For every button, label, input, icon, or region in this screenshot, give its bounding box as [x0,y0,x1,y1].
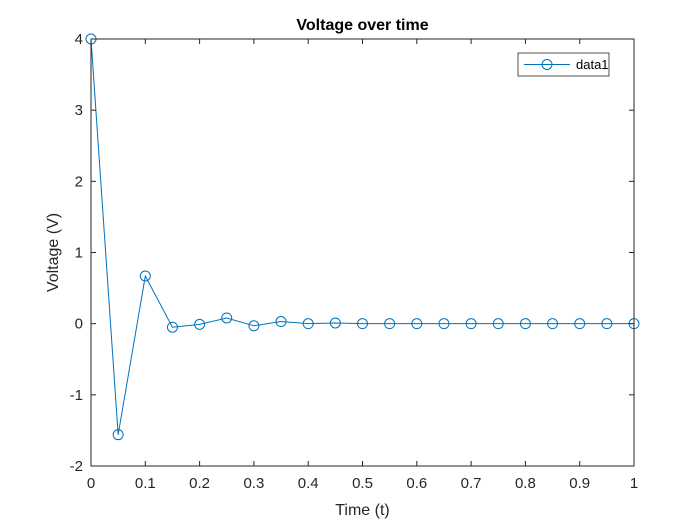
chart-title: Voltage over time [296,17,428,34]
x-tick-label: 0.8 [515,475,536,492]
x-tick-label: 0.3 [243,475,264,492]
x-tick-label: 0.4 [298,475,319,492]
x-tick-label: 0.7 [461,475,482,492]
data-point[interactable] [248,320,260,332]
series-line [90,38,634,435]
plot-area [91,39,634,466]
data-point[interactable] [601,318,613,330]
x-tick-label: 0.9 [569,475,590,492]
data-point[interactable] [547,318,559,330]
x-tick-label: 0.1 [135,475,156,492]
data-point[interactable] [492,318,504,330]
legend[interactable]: data1 [517,52,610,77]
data-point[interactable] [329,317,341,329]
data-point[interactable] [357,318,368,330]
data-point[interactable] [574,318,586,330]
data-point[interactable] [411,318,423,330]
y-tick-label: -1 [70,387,83,404]
data-point[interactable] [221,312,233,324]
data-point[interactable] [302,318,314,330]
x-tick-label: 0.5 [352,475,373,492]
data-point[interactable] [519,318,531,330]
y-tick-label: 1 [75,245,83,262]
y-tick-label: 4 [75,31,83,48]
x-tick-label: 0 [87,475,95,492]
x-tick-label: 1 [630,475,638,492]
y-tick-label: -2 [70,458,83,475]
data-point[interactable] [438,318,450,330]
y-axis-label: Voltage (V) [45,213,62,292]
y-tick-label: 2 [75,173,83,190]
legend-marker [541,59,553,70]
tick-layer: 0 0.1 0.2 0.3 0.4 0.5 0.6 0.7 0.8 0.9 1 -2 -1 0 1 2 3 4 [70,31,639,492]
data-point[interactable] [139,270,151,282]
data-point[interactable] [194,318,206,330]
legend-label: data1 [576,57,609,72]
y-tick-label: 3 [75,102,83,119]
y-tick-label: 0 [75,316,83,333]
data-point[interactable] [384,318,396,330]
x-axis-label: Time (t) [335,502,390,519]
x-tick-label: 0.2 [189,475,210,492]
data-point[interactable] [112,429,124,441]
series-layer [85,33,640,441]
data-point[interactable] [166,321,178,333]
data-point[interactable] [465,318,477,330]
data-point[interactable] [275,316,287,328]
x-tick-label: 0.6 [406,475,427,492]
